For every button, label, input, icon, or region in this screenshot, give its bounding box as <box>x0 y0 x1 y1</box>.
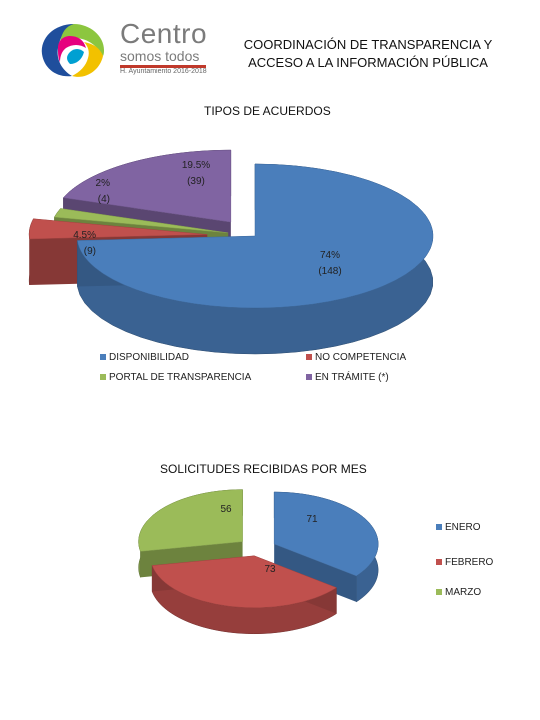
legend-label-enero: ENERO <box>445 522 481 533</box>
pie-slice-disponibilidad <box>77 163 434 309</box>
pie-slice-febrero <box>151 555 337 608</box>
data-label-count-no-competencia: (9) <box>84 246 96 257</box>
pie2-data-labels: 71 73 56 <box>220 504 318 575</box>
legend-label-marzo: MARZO <box>445 587 481 598</box>
legend-label-febrero: FEBRERO <box>445 557 494 568</box>
chart-title-solicitudes-por-mes: SOLICITUDES RECIBIDAS POR MES <box>160 462 367 476</box>
logo-tagline: somos todos <box>120 48 200 64</box>
page-title-line-1: COORDINACIÓN DE TRANSPARENCIA Y <box>243 37 493 52</box>
chart-title-tipos-de-acuerdos: TIPOS DE ACUERDOS <box>204 104 331 118</box>
legend-label-portal-de-transparencia: PORTAL DE TRANSPARENCIA <box>109 372 252 383</box>
pie-chart-solicitudes-por-mes <box>138 489 379 635</box>
data-label-percent-en-tramite: 19.5% <box>182 160 210 171</box>
pie-slice-portal-de-transparencia <box>53 208 229 234</box>
logo-word: Centro <box>120 18 208 49</box>
pie-slice-en-tramite <box>62 149 232 223</box>
pie-slice-enero <box>273 491 379 577</box>
legend-label-no-competencia: NO COMPETENCIA <box>315 352 406 363</box>
data-label-marzo: 56 <box>220 504 232 515</box>
data-label-enero: 71 <box>306 514 318 525</box>
data-label-percent-no-competencia: 4.5% <box>73 230 96 241</box>
data-label-percent-portal-de-transparencia: 2% <box>96 178 111 189</box>
legend-swatch-portal-de-transparencia <box>100 374 106 380</box>
centro-logo: Centro somos todos H. Ayuntamiento 2016-… <box>34 18 224 82</box>
pie-chart-tipos-de-acuerdos <box>28 149 434 355</box>
legend-swatch-marzo <box>436 589 442 595</box>
pie2-legend: ENERO FEBRERO MARZO <box>436 522 494 598</box>
data-label-count-disponibilidad: (148) <box>318 266 341 277</box>
pie-slice-marzo <box>138 489 243 552</box>
pie1-data-labels: 74% (148) 4.5% (9) 2% (4) 19.5% (39) <box>73 160 341 277</box>
data-label-count-en-tramite: (39) <box>187 176 205 187</box>
pie1-legend: DISPONIBILIDAD NO COMPETENCIA PORTAL DE TR… <box>100 352 406 383</box>
page-title-line-2: ACCESO A LA INFORMACIÓN PÚBLICA <box>248 55 488 70</box>
legend-swatch-febrero <box>436 559 442 565</box>
legend-swatch-disponibilidad <box>100 354 106 360</box>
logo-underline <box>120 65 206 68</box>
legend-swatch-no-competencia <box>306 354 312 360</box>
pie-slice-no-competencia <box>28 218 208 240</box>
data-label-count-portal-de-transparencia: (4) <box>98 194 110 205</box>
centro-logo-mark-icon <box>41 24 104 77</box>
legend-label-disponibilidad: DISPONIBILIDAD <box>109 352 189 363</box>
legend-swatch-en-tramite <box>306 374 312 380</box>
legend-swatch-enero <box>436 524 442 530</box>
legend-label-en-tramite: EN TRÁMITE (*) <box>315 370 389 383</box>
page-title: COORDINACIÓN DE TRANSPARENCIA Y ACCESO A… <box>218 36 518 72</box>
data-label-febrero: 73 <box>264 564 276 575</box>
logo-period: H. Ayuntamiento 2016-2018 <box>120 68 207 75</box>
data-label-percent-disponibilidad: 74% <box>320 250 340 261</box>
